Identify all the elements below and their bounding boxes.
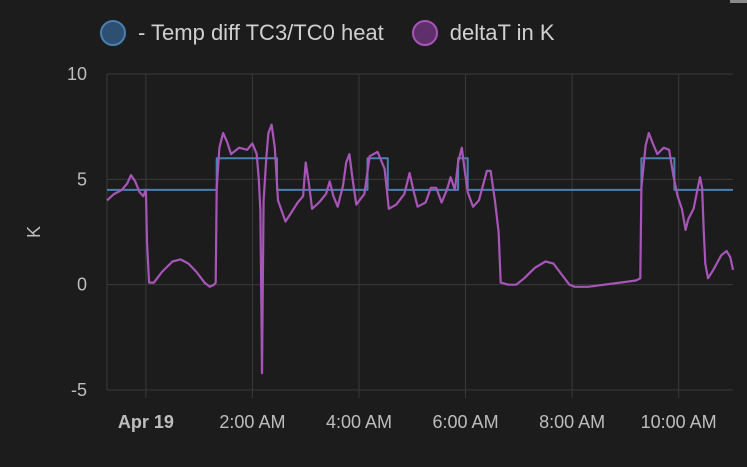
legend-item-temp-diff[interactable]: - Temp diff TC3/TC0 heat — [100, 20, 384, 46]
x-tick-label: 2:00 AM — [219, 412, 285, 432]
x-axis-ticks: Apr 19 2:00 AM 4:00 AM 6:00 AM 8:00 AM 10:00 … — [118, 412, 717, 432]
y-tick-label: -5 — [71, 380, 87, 400]
series-lines — [106, 123, 735, 375]
x-tick-label: 6:00 AM — [433, 412, 499, 432]
chart-legend: - Temp diff TC3/TC0 heat deltaT in K — [100, 20, 583, 46]
x-tick-label: 4:00 AM — [326, 412, 392, 432]
legend-label-deltat: deltaT in K — [449, 20, 555, 45]
x-tick-label: 10:00 AM — [641, 412, 717, 432]
legend-item-deltat[interactable]: deltaT in K — [411, 20, 555, 46]
legend-swatch-temp-diff — [100, 20, 126, 46]
scroll-indicator — [730, 0, 747, 3]
series-line-deltat — [106, 123, 735, 375]
legend-swatch-deltat — [411, 20, 438, 46]
legend-label-temp-diff: - Temp diff TC3/TC0 heat — [138, 20, 384, 45]
x-tick-label: 8:00 AM — [539, 412, 605, 432]
series-line-temp-diff — [107, 157, 733, 191]
y-axis-label: K — [24, 226, 44, 238]
y-tick-label: 5 — [77, 169, 87, 189]
y-axis-ticks: 10 5 0 -5 — [67, 64, 87, 400]
y-tick-label: 0 — [77, 275, 87, 295]
grid-lines — [106, 73, 733, 398]
x-tick-label: Apr 19 — [118, 412, 174, 432]
y-tick-label: 10 — [67, 64, 87, 84]
